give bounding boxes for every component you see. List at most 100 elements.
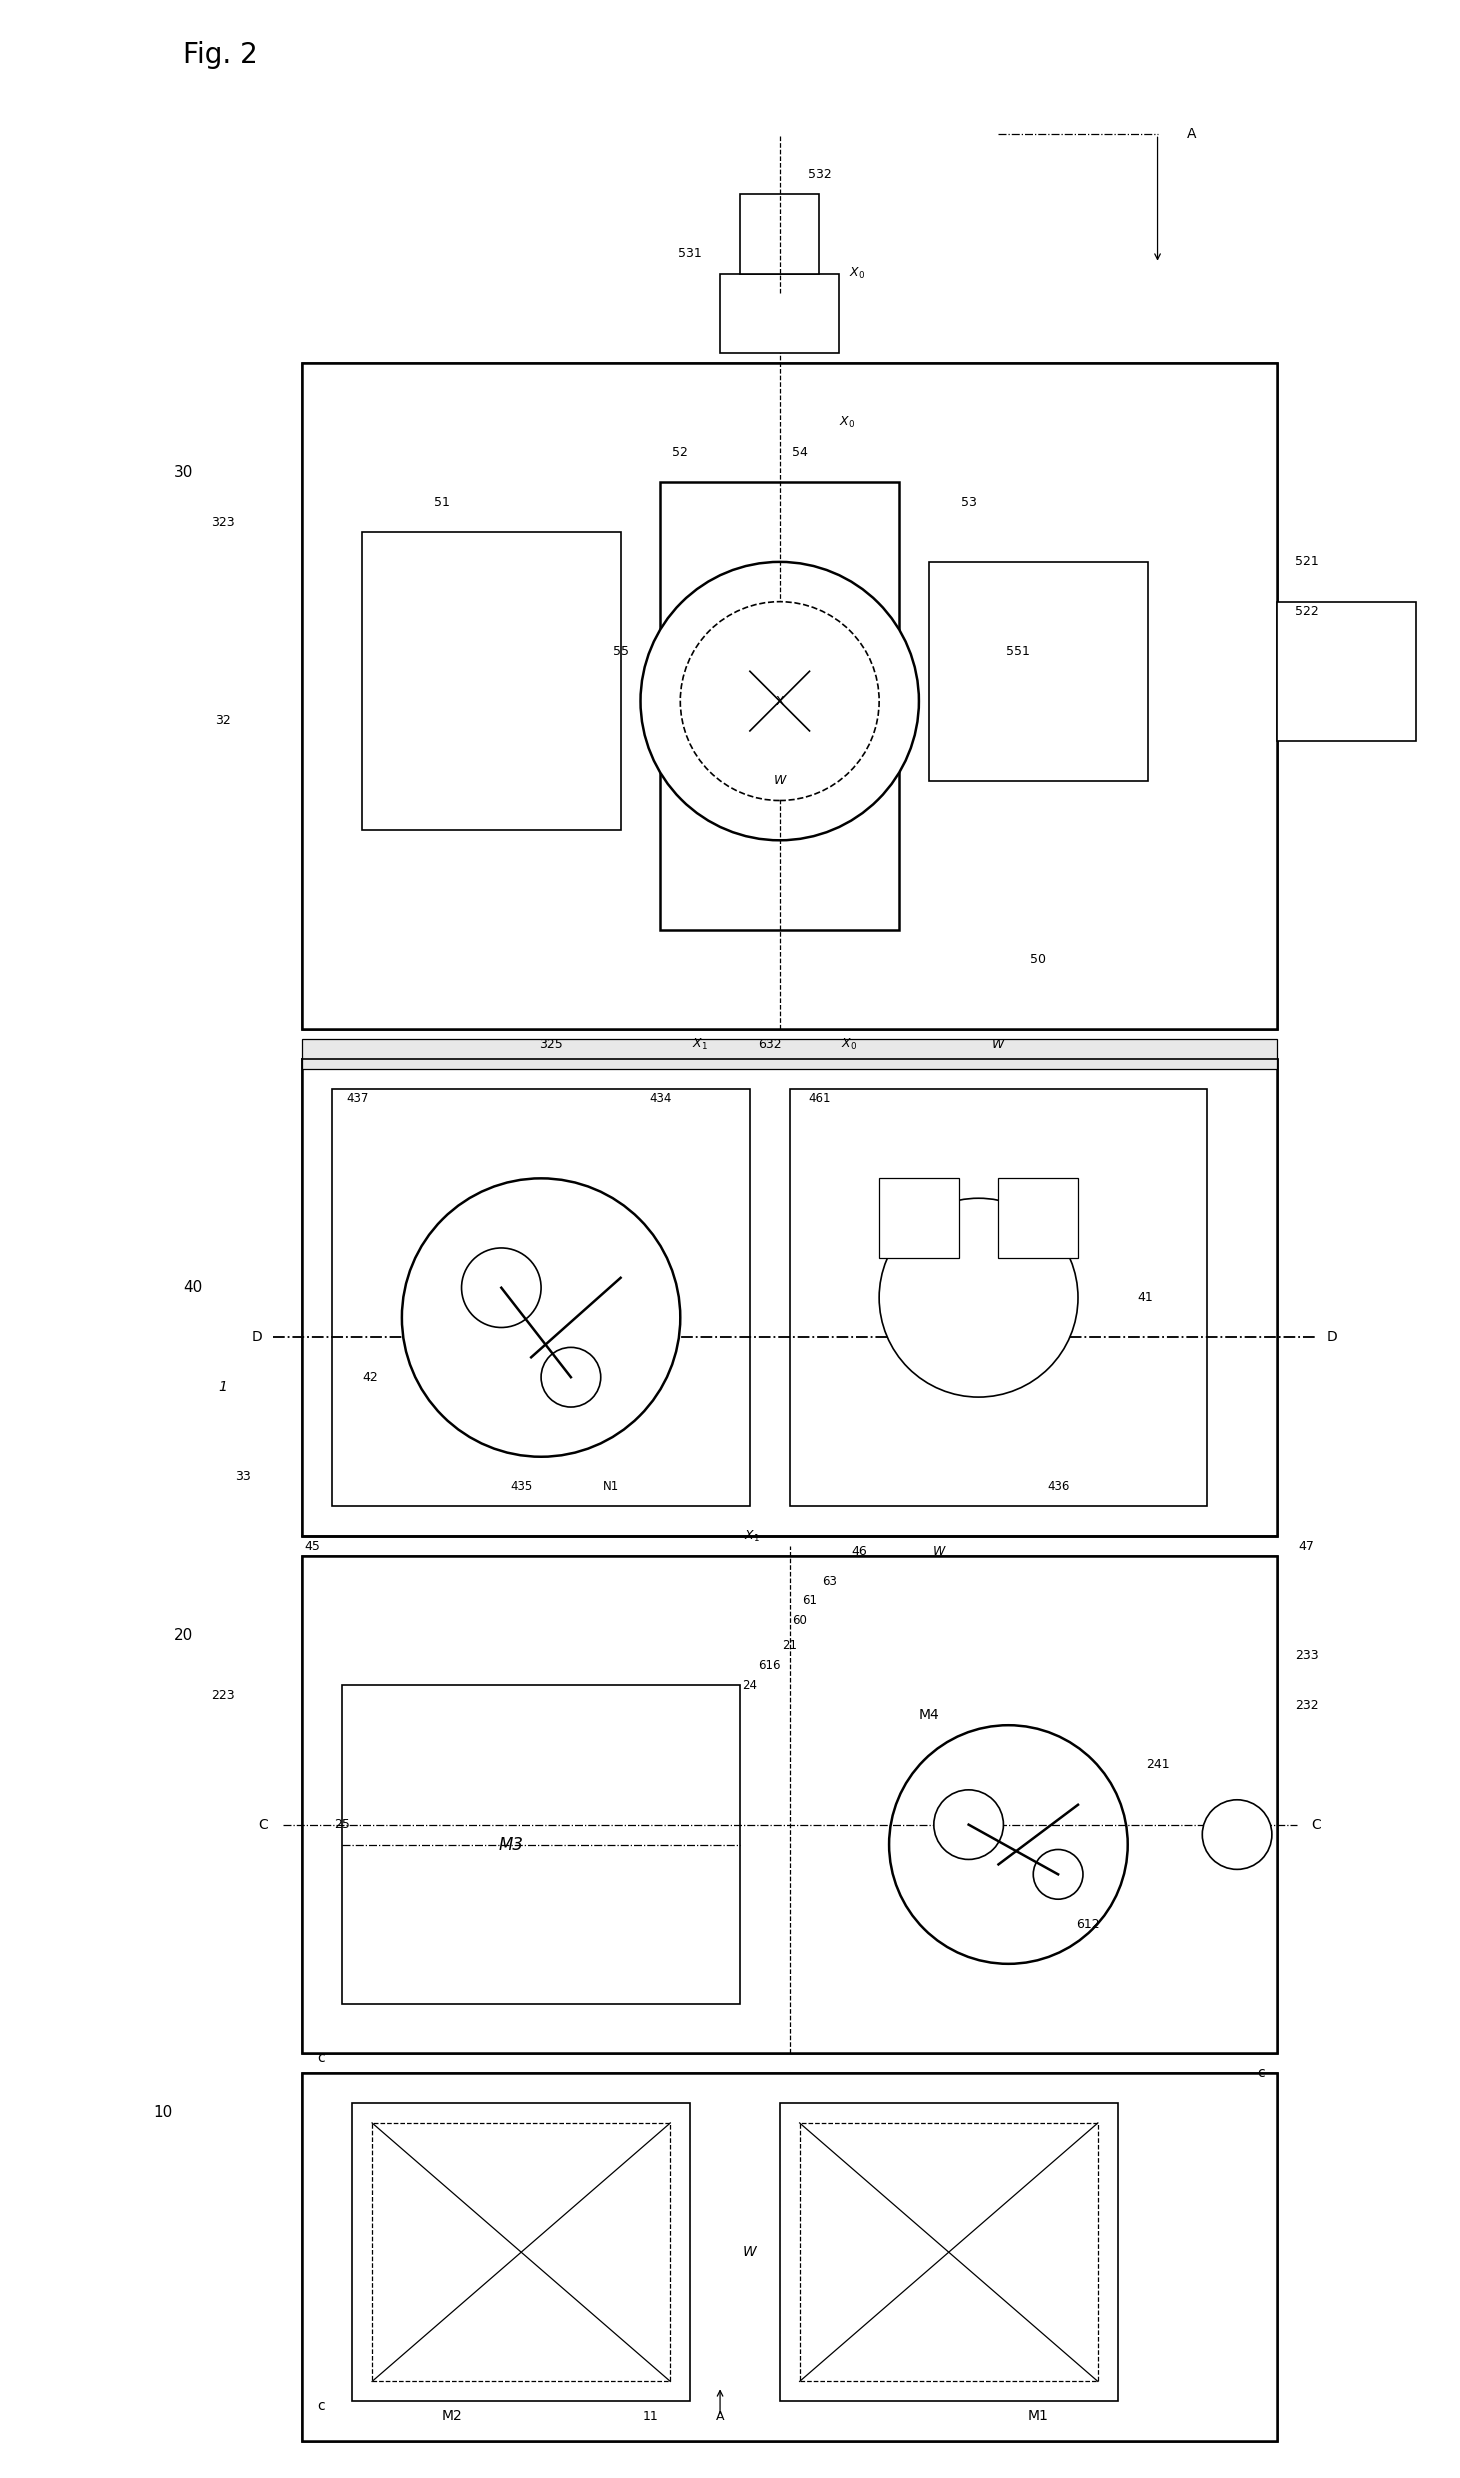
Bar (660, 483, 899, 929)
Text: c: c (317, 2052, 326, 2064)
Text: 55: 55 (613, 644, 629, 657)
Bar (929, 563, 1148, 781)
Bar (740, 193, 819, 273)
Text: 232: 232 (1295, 1700, 1318, 1712)
Text: 53: 53 (961, 496, 977, 508)
Circle shape (680, 602, 879, 800)
Text: 11: 11 (642, 2409, 658, 2423)
Text: $X_0$: $X_0$ (839, 416, 856, 431)
Text: $X_1$: $X_1$ (745, 1529, 759, 1544)
Text: 10: 10 (153, 2106, 172, 2121)
Circle shape (879, 1199, 1077, 1398)
Circle shape (402, 1180, 680, 1457)
Text: 612: 612 (1076, 1918, 1099, 1930)
Bar (372, 2124, 670, 2381)
Bar (302, 1058, 1278, 1536)
Text: 47: 47 (1299, 1539, 1314, 1554)
Text: 434: 434 (650, 1093, 672, 1105)
Circle shape (1034, 1849, 1083, 1898)
Text: 41: 41 (1137, 1291, 1153, 1303)
Text: 325: 325 (539, 1038, 564, 1051)
Text: 24: 24 (742, 1680, 758, 1692)
Text: X: X (775, 694, 784, 709)
Text: 33: 33 (235, 1469, 251, 1484)
Text: C: C (258, 1819, 267, 1831)
Bar (352, 2104, 691, 2401)
Bar (999, 1180, 1077, 1259)
Text: A: A (715, 2409, 724, 2423)
Circle shape (889, 1725, 1127, 1965)
Bar (302, 2074, 1278, 2441)
Text: W: W (743, 2245, 756, 2260)
Text: 50: 50 (1031, 954, 1047, 966)
Text: W: W (774, 773, 785, 788)
Text: 241: 241 (1146, 1759, 1169, 1772)
Text: 436: 436 (1047, 1479, 1069, 1494)
Text: 54: 54 (791, 446, 807, 458)
Text: $X_0$: $X_0$ (841, 1036, 857, 1051)
Circle shape (542, 1348, 600, 1408)
Bar (1278, 602, 1416, 741)
Text: 25: 25 (334, 1819, 350, 1831)
Text: 21: 21 (783, 1638, 797, 1653)
Text: c: c (317, 2399, 326, 2414)
Bar (780, 2104, 1118, 2401)
Text: 223: 223 (212, 1690, 235, 1702)
Text: A: A (1187, 126, 1197, 141)
Circle shape (1202, 1799, 1272, 1868)
Text: 42: 42 (362, 1370, 378, 1383)
Bar (302, 2074, 1278, 2441)
Bar (362, 533, 620, 830)
Text: 323: 323 (212, 515, 235, 528)
Text: 435: 435 (510, 1479, 533, 1494)
Text: 616: 616 (759, 1660, 781, 1673)
Bar (879, 1180, 959, 1259)
Text: 531: 531 (679, 248, 702, 260)
Text: 52: 52 (673, 446, 688, 458)
Text: 632: 632 (758, 1038, 781, 1051)
Text: N1: N1 (603, 1479, 619, 1494)
Text: 521: 521 (1295, 555, 1318, 567)
Bar (302, 364, 1278, 1028)
Text: $X_0$: $X_0$ (850, 265, 866, 280)
Bar (302, 1038, 1278, 1068)
Bar (302, 1058, 1278, 1536)
Text: D: D (1327, 1331, 1337, 1346)
Text: 32: 32 (215, 714, 231, 729)
Bar (333, 1088, 750, 1507)
Text: M4: M4 (918, 1707, 939, 1722)
Text: 45: 45 (305, 1539, 320, 1554)
Bar (302, 1556, 1278, 2054)
Text: 51: 51 (434, 496, 450, 508)
Text: 551: 551 (1006, 644, 1031, 657)
Text: W: W (993, 1038, 1004, 1051)
Bar (790, 1088, 1207, 1507)
Text: 63: 63 (822, 1574, 837, 1588)
Text: c: c (1257, 2067, 1264, 2079)
Bar (720, 273, 839, 352)
Circle shape (934, 1789, 1003, 1858)
Text: 532: 532 (807, 169, 831, 181)
Text: 46: 46 (851, 1544, 867, 1559)
Text: 40: 40 (184, 1281, 203, 1296)
Text: 461: 461 (809, 1093, 831, 1105)
Text: 437: 437 (346, 1093, 368, 1105)
Text: 60: 60 (793, 1613, 807, 1628)
Circle shape (461, 1249, 542, 1328)
Circle shape (641, 563, 918, 840)
Text: M1: M1 (1028, 2409, 1048, 2423)
Text: 30: 30 (174, 466, 193, 481)
Text: M3: M3 (499, 1836, 524, 1854)
Text: 522: 522 (1295, 605, 1318, 617)
Bar (302, 1556, 1278, 2054)
Bar (302, 364, 1278, 1028)
Text: 20: 20 (174, 1628, 193, 1643)
Text: 1: 1 (219, 1380, 228, 1395)
Bar (800, 2124, 1098, 2381)
Text: $X_1$: $X_1$ (692, 1036, 708, 1051)
Text: C: C (1311, 1819, 1321, 1831)
Bar (342, 1685, 740, 2005)
Text: D: D (253, 1331, 263, 1346)
Text: M2: M2 (441, 2409, 461, 2423)
Text: 233: 233 (1295, 1648, 1318, 1663)
